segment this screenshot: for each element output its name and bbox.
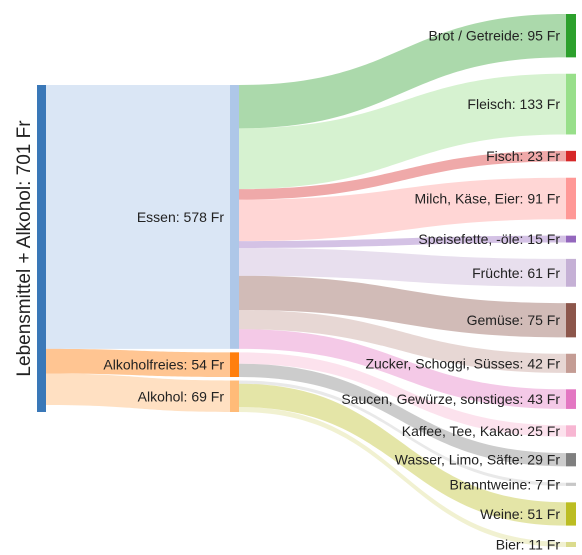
link-kaffee-tee-kakao-25-fr bbox=[239, 352, 566, 437]
label-brot-getreide-95-fr: Brot / Getreide: 95 Fr bbox=[429, 28, 561, 44]
label-kaffee-tee-kakao-25-fr: Kaffee, Tee, Kakao: 25 Fr bbox=[402, 423, 561, 439]
node-brot-getreide-95-fr bbox=[566, 14, 576, 58]
node-alkohol-69-fr bbox=[230, 380, 239, 412]
node-essen-578-fr bbox=[230, 85, 239, 349]
link-root-alkohol-69-fr bbox=[46, 373, 230, 412]
link-root-essen-578-fr bbox=[46, 85, 230, 349]
label-milch-käse-eier-91-fr: Milch, Käse, Eier: 91 Fr bbox=[415, 191, 561, 207]
node-kaffee-tee-kakao-25-fr bbox=[566, 425, 576, 437]
label-früchte-61-fr: Früchte: 61 Fr bbox=[472, 265, 560, 281]
node-speisefette-öle-15-fr bbox=[566, 235, 576, 243]
link-zucker-schoggi-süsses-42-fr bbox=[239, 310, 566, 373]
link-gemüse-75-fr bbox=[239, 275, 566, 338]
link-weine-51-fr bbox=[239, 383, 566, 526]
node-branntweine-7-fr bbox=[566, 482, 576, 486]
link-speisefette-öle-15-fr bbox=[239, 235, 566, 248]
link-branntweine-7-fr bbox=[239, 380, 566, 486]
link-milch-käse-eier-91-fr bbox=[239, 177, 566, 242]
node-milch-käse-eier-91-fr bbox=[566, 177, 576, 220]
node-fisch-23-fr bbox=[566, 150, 576, 162]
label-weine-51-fr: Weine: 51 Fr bbox=[480, 506, 560, 522]
labels: Lebensmittel + Alkohol: 701 Fr Essen: 578… bbox=[14, 28, 560, 553]
node-bier-11-fr bbox=[566, 541, 576, 547]
link-root-alkoholfreies-54-fr bbox=[46, 348, 230, 378]
node-root bbox=[37, 85, 46, 412]
label-alkoholfreies-54-fr: Alkoholfreies: 54 Fr bbox=[103, 357, 224, 373]
label-root: Lebensmittel + Alkohol: 701 Fr bbox=[14, 120, 35, 377]
label-essen-578-fr: Essen: 578 Fr bbox=[137, 209, 224, 225]
node-wasser-limo-säfte-29-fr bbox=[566, 453, 576, 467]
nodes bbox=[37, 14, 576, 547]
node-früchte-61-fr bbox=[566, 258, 576, 287]
label-wasser-limo-säfte-29-fr: Wasser, Limo, Säfte: 29 Fr bbox=[395, 452, 561, 468]
group-links bbox=[46, 85, 230, 412]
link-früchte-61-fr bbox=[239, 247, 566, 287]
label-bier-11-fr: Bier: 11 Fr bbox=[496, 536, 561, 552]
label-saucen-gewürze-sonstiges-43-fr: Saucen, Gewürze, sonstiges: 43 Fr bbox=[341, 391, 560, 407]
link-fisch-23-fr bbox=[239, 150, 566, 200]
node-zucker-schoggi-süsses-42-fr bbox=[566, 353, 576, 373]
link-bier-11-fr bbox=[239, 406, 566, 547]
node-weine-51-fr bbox=[566, 502, 576, 526]
link-fleisch-133-fr bbox=[239, 73, 566, 190]
label-branntweine-7-fr: Branntweine: 7 Fr bbox=[450, 476, 561, 492]
label-speisefette-öle-15-fr: Speisefette, -öle: 15 Fr bbox=[418, 231, 560, 247]
node-fleisch-133-fr bbox=[566, 73, 576, 135]
label-gemüse-75-fr: Gemüse: 75 Fr bbox=[467, 312, 561, 328]
link-wasser-limo-säfte-29-fr bbox=[239, 363, 566, 467]
category-links bbox=[239, 14, 566, 547]
node-gemüse-75-fr bbox=[566, 303, 576, 338]
label-zucker-schoggi-süsses-42-fr: Zucker, Schoggi, Süsses: 42 Fr bbox=[365, 355, 560, 371]
label-alkohol-69-fr: Alkohol: 69 Fr bbox=[138, 388, 225, 404]
label-fleisch-133-fr: Fleisch: 133 Fr bbox=[467, 96, 560, 112]
node-alkoholfreies-54-fr bbox=[230, 352, 239, 378]
node-saucen-gewürze-sonstiges-43-fr bbox=[566, 389, 576, 409]
label-fisch-23-fr: Fisch: 23 Fr bbox=[486, 148, 560, 164]
link-brot-getreide-95-fr bbox=[239, 14, 566, 129]
link-saucen-gewürze-sonstiges-43-fr bbox=[239, 329, 566, 409]
